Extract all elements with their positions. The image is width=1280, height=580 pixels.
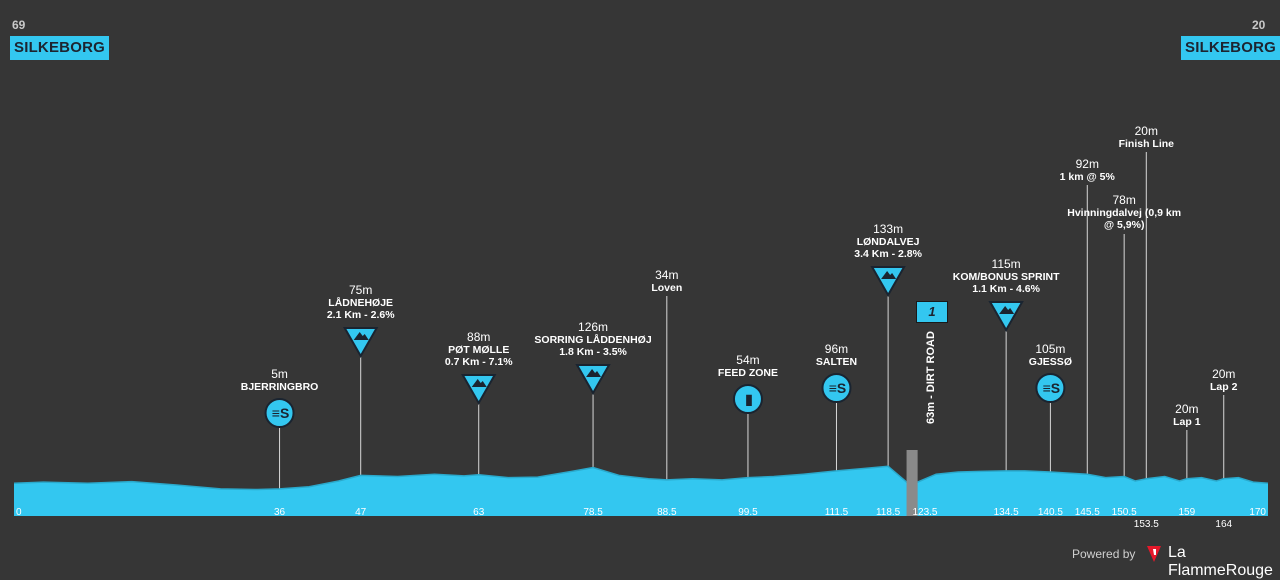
brand-name: La FlammeRouge [1168,544,1273,579]
point-name: Loven [651,282,683,294]
svg-text:≡S: ≡S [1043,380,1061,396]
point-name: SORRING LÅDDENHØJ [534,334,652,346]
elevation-profile-outline [13,465,1269,491]
point-altitude: 88m [467,330,491,344]
distance-label: 134.5 [993,507,1019,518]
distance-label: 164 [1215,519,1233,530]
point-altitude: 105m [1035,342,1066,356]
point-label: 92m 1 km @ 5% [1060,157,1115,183]
point-name: 1 km @ 5% [1059,171,1115,183]
distance-label: 140.5 [1037,507,1063,518]
dirt-road-label: 63m - DIRT ROAD [925,331,937,424]
point-label: 115m KOM/BONUS SPRINT 1.1 Km - 4.6% [953,257,1060,295]
climb-detail: 0.7 Km - 7.1% [444,356,513,368]
sprint-icon: ≡S [264,398,295,428]
point-label: 5m BJERRINGBRO [241,367,319,393]
point-name: Finish Line [1118,138,1174,150]
svg-text:≡S: ≡S [829,380,847,396]
point-altitude: 20m [1175,402,1199,416]
distance-label: 170 [1249,507,1266,518]
point-name: LØNDALVEJ [856,236,920,248]
distance-label: 63 [473,507,485,518]
mountain-climb-icon [342,327,379,359]
start-stage-number: 69 [12,18,26,32]
point-altitude: 54m [736,353,760,367]
climb-detail: 3.4 Km - 2.8% [854,248,922,260]
feed-zone-icon: ▮ [732,384,763,414]
point-label: 96m SALTEN [816,342,857,368]
distance-label: 153.5 [1133,519,1159,530]
point-label: 75m LÅDNEHØJE 2.1 Km - 2.6% [327,283,395,321]
point-label: 54m FEED ZONE [718,353,778,379]
dirt-road-sector-band [906,450,918,516]
finish-town-badge: SILKEBORG [1181,36,1280,60]
point-name: Lap 2 [1210,381,1238,393]
point-label: 88m PØT MØLLE 0.7 Km - 7.1% [445,330,513,368]
elevation-profile-area [14,466,1268,516]
distance-label: 47 [355,507,367,518]
sprint-icon: ≡S [1035,373,1066,403]
sector-number-badge: 1 [916,301,948,323]
point-altitude: 75m [349,283,373,297]
distance-label: 88.5 [657,507,677,518]
point-name: LÅDNEHØJE [328,297,394,309]
sprint-icon: ≡S [821,373,852,403]
finish-stage-number: 20 [1252,18,1266,32]
mountain-climb-icon [988,301,1024,333]
point-altitude: 96m [824,342,849,356]
distance-label: 150.5 [1111,507,1137,518]
point-name: Hvinningdalvej (0,9 km [1067,207,1182,219]
point-altitude: 92m [1075,157,1099,171]
svg-text:≡S: ≡S [272,405,290,421]
point-altitude: 133m [873,222,904,236]
distance-label: 36 [273,507,286,518]
point-label: 105m GJESSØ [1029,342,1072,368]
mountain-climb-icon [870,266,906,298]
point-label: 78m Hvinningdalvej (0,9 km @ 5,9%) [1067,193,1181,231]
point-altitude: 126m [578,320,609,334]
climb-detail: 2.1 Km - 2.6% [326,309,395,321]
la-flamme-rouge-logo-icon [1147,546,1161,562]
point-altitude: 5m [271,367,288,381]
point-name: PØT MØLLE [448,344,510,356]
point-altitude: 115m [991,257,1021,271]
point-altitude: 20m [1134,124,1158,138]
distance-label: 78.5 [583,507,603,518]
powered-by-text: Powered by [1072,547,1136,561]
start-town-badge: SILKEBORG [10,36,109,60]
distance-label: 159 [1178,507,1196,518]
point-name: KOM/BONUS SPRINT [952,271,1060,283]
point-name: BJERRINGBRO [240,381,319,393]
mountain-climb-icon [460,374,497,406]
distance-label: 145.5 [1074,507,1100,518]
point-name: SALTEN [815,356,858,368]
distance-label: 123.5 [912,507,938,518]
point-label: 20m Lap 2 [1210,367,1237,393]
point-name: GJESSØ [1028,356,1072,368]
point-label: 20m Lap 1 [1173,402,1200,428]
distance-label: 111.5 [824,507,849,518]
climb-detail: 1.1 Km - 4.6% [972,283,1040,295]
distance-label: 99.5 [738,507,758,518]
point-altitude: 34m [655,268,679,282]
climb-detail: 1.8 Km - 3.5% [559,346,627,358]
point-name: FEED ZONE [717,367,778,379]
distance-label: 118.5 [875,507,901,518]
point-label: 20m Finish Line [1119,124,1174,150]
point-label: 133m LØNDALVEJ 3.4 Km - 2.8% [854,222,922,260]
point-name-line2: @ 5,9%) [1103,219,1145,231]
point-altitude: 20m [1212,367,1236,381]
point-label: 34m Loven [651,268,682,294]
point-altitude: 78m [1112,193,1136,207]
point-name: Lap 1 [1173,416,1201,428]
mountain-climb-icon [575,364,611,396]
distance-label: 0 [16,507,22,518]
svg-text:▮: ▮ [745,391,753,407]
point-label: 126m SORRING LÅDDENHØJ 1.8 Km - 3.5% [534,320,651,358]
